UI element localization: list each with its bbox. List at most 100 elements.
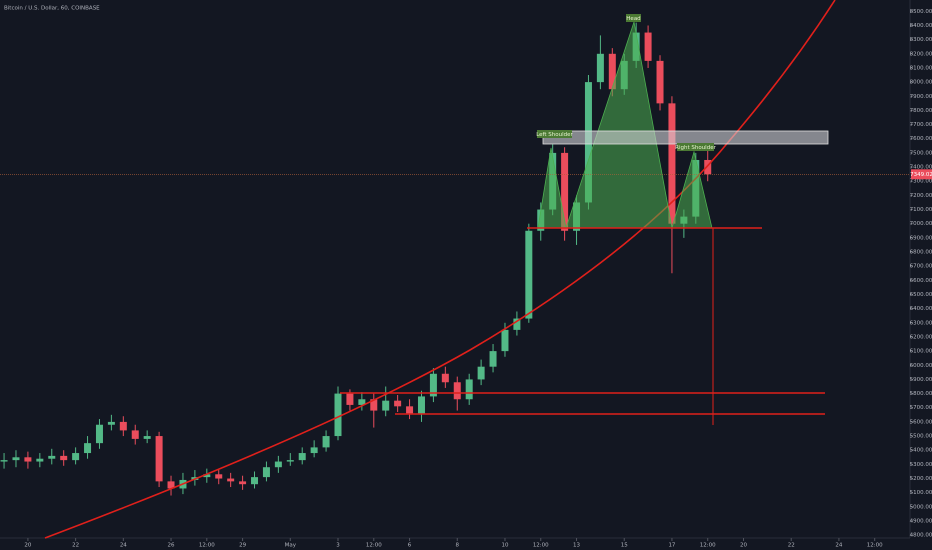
x-tick-label: 13 [573,543,580,549]
y-tick-label: 6900.00 [910,235,932,241]
y-tick-label: 6400.00 [910,306,932,312]
y-tick-label: 5000.00 [910,504,932,510]
drawings: Left Shoulder Head Right Shoulder [44,0,836,539]
x-tick-label: 12:00 [867,543,883,549]
annotation: Head [626,16,640,22]
y-tick-label: 8500.00 [910,9,932,15]
candle-body [322,436,330,448]
y-tick-label: 6300.00 [910,320,932,326]
x-tick-label: 6 [408,543,412,549]
x-tick-label: 12:00 [366,543,382,549]
x-tick-label: 15 [621,543,628,549]
y-tick-label: 7200.00 [910,193,932,199]
y-tick-label: 5100.00 [910,490,932,496]
annotation: Right Shoulder [675,145,716,151]
candle-body [251,477,259,485]
candle-body [48,455,56,459]
y-tick-label: 8100.00 [910,65,932,71]
candle-body [24,457,32,462]
candle-body [131,430,139,439]
x-tick-label: 20 [24,543,31,549]
y-tick-label: 4900.00 [910,519,932,525]
y-tick-label: 7500.00 [910,150,932,156]
candle-body [370,399,378,411]
x-tick-label: 24 [120,543,127,549]
candle-body [286,460,294,462]
x-tick-label: 22 [788,543,795,549]
candle-body [167,481,175,489]
candle-body [346,393,354,405]
x-tick-label: 24 [835,543,842,549]
y-tick-label: 6000.00 [910,363,932,369]
y-tick-label: 7700.00 [910,122,932,128]
candle-body [489,351,497,367]
candle-body [441,373,449,383]
candle-body [36,458,44,462]
parabolic-curve [44,0,836,539]
y-tick-label: 5200.00 [910,476,932,482]
y-tick-label: 7000.00 [910,221,932,227]
y-tick-label: 5300.00 [910,462,932,468]
candle-body [0,460,8,462]
candle-body [95,424,103,444]
chart-title: Bitcoin / U.S. Dollar, 60, COINBASE [4,6,100,12]
candle-body [525,230,533,319]
x-tick-label: May [285,543,297,549]
candle-body [406,406,414,414]
candle-body [429,373,437,397]
candle-body [394,400,402,407]
candle-body [382,400,390,411]
y-tick-label: 5800.00 [910,391,932,397]
candle-body [12,457,20,461]
y-tick-label: 7100.00 [910,207,932,213]
candle-body [704,159,712,175]
y-tick-label: 7800.00 [910,108,932,114]
y-tick-label: 6700.00 [910,264,932,270]
annotation-box [677,143,714,151]
y-tick-label: 8200.00 [910,51,932,57]
x-tick-label: 20 [740,543,747,549]
candle-body [84,443,92,454]
x-tick-label: 8 [456,543,460,549]
candle-body [107,421,115,425]
candle-body [596,53,604,83]
y-tick-label: 7900.00 [910,94,932,100]
candle-body [608,53,616,90]
candle-body [143,436,151,439]
candle-body [477,366,485,380]
x-tick-label: 12:00 [533,543,549,549]
candle-body [239,481,247,485]
y-tick-label: 5600.00 [910,419,932,425]
x-tick-label: 17 [668,543,675,549]
candle-body [453,382,461,400]
candle-body [668,103,676,224]
candle-body [561,152,569,231]
candle-body [644,32,652,61]
candle-body [60,455,68,461]
candle-body [501,329,509,352]
candle-body [465,379,473,400]
y-tick-label: 6500.00 [910,292,932,298]
candle-body [215,474,223,479]
candle-body [298,453,306,461]
x-tick-label: 29 [239,543,246,549]
annotation-box [626,14,641,22]
x-tick-label: 26 [168,543,175,549]
candle-body [119,421,127,431]
last-price-label: 7349.02 [910,172,932,178]
y-tick-label: 5700.00 [910,405,932,411]
candle-body [334,393,342,437]
y-tick-label: 4800.00 [910,533,932,539]
y-tick-label: 5500.00 [910,434,932,440]
x-tick-label: 3 [336,543,340,549]
candle-body [262,467,270,478]
candle-body [358,399,366,405]
candle-body [203,474,211,478]
candle-body [155,436,163,482]
annotation: Left Shoulder [536,132,573,138]
y-tick-label: 6800.00 [910,250,932,256]
annotation-box [537,130,572,138]
last-price-box [911,169,932,180]
